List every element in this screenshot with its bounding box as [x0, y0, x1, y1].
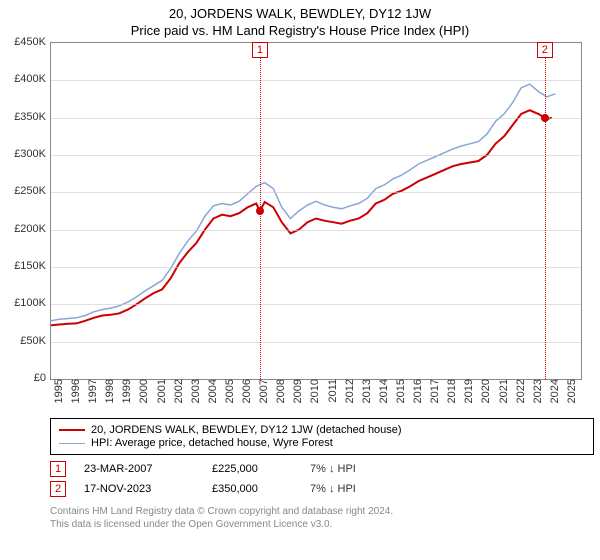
x-tick-label: 2017 — [423, 379, 441, 403]
x-tick-label: 2022 — [509, 379, 527, 403]
x-tick-label: 1997 — [81, 379, 99, 403]
x-tick-label: 2001 — [150, 379, 168, 403]
y-tick-label: £100K — [2, 297, 46, 309]
title-line-2: Price paid vs. HM Land Registry's House … — [0, 21, 600, 42]
x-tick-label: 2023 — [526, 379, 544, 403]
x-tick-label: 2010 — [303, 379, 321, 403]
x-tick-label: 2018 — [440, 379, 458, 403]
chart-area: 1995199619971998199920002001200220032004… — [50, 42, 582, 380]
x-tick-label: 2008 — [269, 379, 287, 403]
x-tick-label: 2020 — [474, 379, 492, 403]
legend-row: 20, JORDENS WALK, BEWDLEY, DY12 1JW (det… — [59, 424, 585, 436]
y-tick-label: £400K — [2, 73, 46, 85]
legend-label: HPI: Average price, detached house, Wyre… — [91, 437, 333, 449]
x-tick-label: 2014 — [372, 379, 390, 403]
x-tick-label: 2015 — [389, 379, 407, 403]
legend-row: HPI: Average price, detached house, Wyre… — [59, 437, 585, 449]
sale-marker-box: 2 — [537, 42, 553, 58]
x-tick-label: 2024 — [543, 379, 561, 403]
footer-line-1: Contains HM Land Registry data © Crown c… — [50, 505, 594, 518]
sale-index-box: 1 — [50, 461, 66, 477]
x-tick-label: 1998 — [98, 379, 116, 403]
y-tick-label: £0 — [2, 372, 46, 384]
sale-diff: 7% ↓ HPI — [310, 483, 356, 495]
sale-dot — [541, 114, 549, 122]
sale-diff: 7% ↓ HPI — [310, 463, 356, 475]
sale-marker-line — [545, 43, 546, 379]
x-tick-label: 2003 — [184, 379, 202, 403]
legend-swatch — [59, 429, 85, 431]
sale-date: 23-MAR-2007 — [84, 463, 194, 475]
sale-price: £350,000 — [212, 483, 292, 495]
sale-date: 17-NOV-2023 — [84, 483, 194, 495]
x-tick-label: 2011 — [321, 379, 339, 403]
x-tick-label: 2021 — [492, 379, 510, 403]
sales-table: 1 23-MAR-2007 £225,000 7% ↓ HPI 2 17-NOV-2023… — [50, 461, 594, 497]
sale-marker-box: 1 — [252, 42, 268, 58]
y-tick-label: £350K — [2, 111, 46, 123]
x-tick-label: 2016 — [406, 379, 424, 403]
x-tick-label: 2005 — [218, 379, 236, 403]
sale-row: 2 17-NOV-2023 £350,000 7% ↓ HPI — [50, 481, 594, 497]
sale-row: 1 23-MAR-2007 £225,000 7% ↓ HPI — [50, 461, 594, 477]
sale-index-box: 2 — [50, 481, 66, 497]
x-tick-label: 2019 — [457, 379, 475, 403]
x-tick-label: 2009 — [286, 379, 304, 403]
footer: Contains HM Land Registry data © Crown c… — [50, 505, 594, 531]
x-tick-label: 2025 — [560, 379, 578, 403]
footer-line-2: This data is licensed under the Open Gov… — [50, 518, 594, 531]
legend: 20, JORDENS WALK, BEWDLEY, DY12 1JW (det… — [50, 418, 594, 455]
x-tick-label: 1995 — [47, 379, 65, 403]
title-line-1: 20, JORDENS WALK, BEWDLEY, DY12 1JW — [0, 0, 600, 21]
sale-price: £225,000 — [212, 463, 292, 475]
x-tick-label: 1999 — [115, 379, 133, 403]
y-tick-label: £200K — [2, 223, 46, 235]
x-tick-label: 2000 — [132, 379, 150, 403]
y-tick-label: £300K — [2, 148, 46, 160]
legend-label: 20, JORDENS WALK, BEWDLEY, DY12 1JW (det… — [91, 424, 402, 436]
x-tick-label: 2002 — [167, 379, 185, 403]
figure: 20, JORDENS WALK, BEWDLEY, DY12 1JW Pric… — [0, 0, 600, 560]
sale-dot — [256, 207, 264, 215]
y-tick-label: £150K — [2, 260, 46, 272]
x-tick-label: 2004 — [201, 379, 219, 403]
x-tick-label: 2007 — [252, 379, 270, 403]
x-tick-label: 2013 — [355, 379, 373, 403]
x-tick-label: 2006 — [235, 379, 253, 403]
y-tick-label: £250K — [2, 185, 46, 197]
x-tick-label: 1996 — [64, 379, 82, 403]
y-tick-label: £450K — [2, 36, 46, 48]
legend-swatch — [59, 443, 85, 444]
x-tick-label: 2012 — [338, 379, 356, 403]
series-hpi — [51, 84, 555, 321]
y-tick-label: £50K — [2, 335, 46, 347]
